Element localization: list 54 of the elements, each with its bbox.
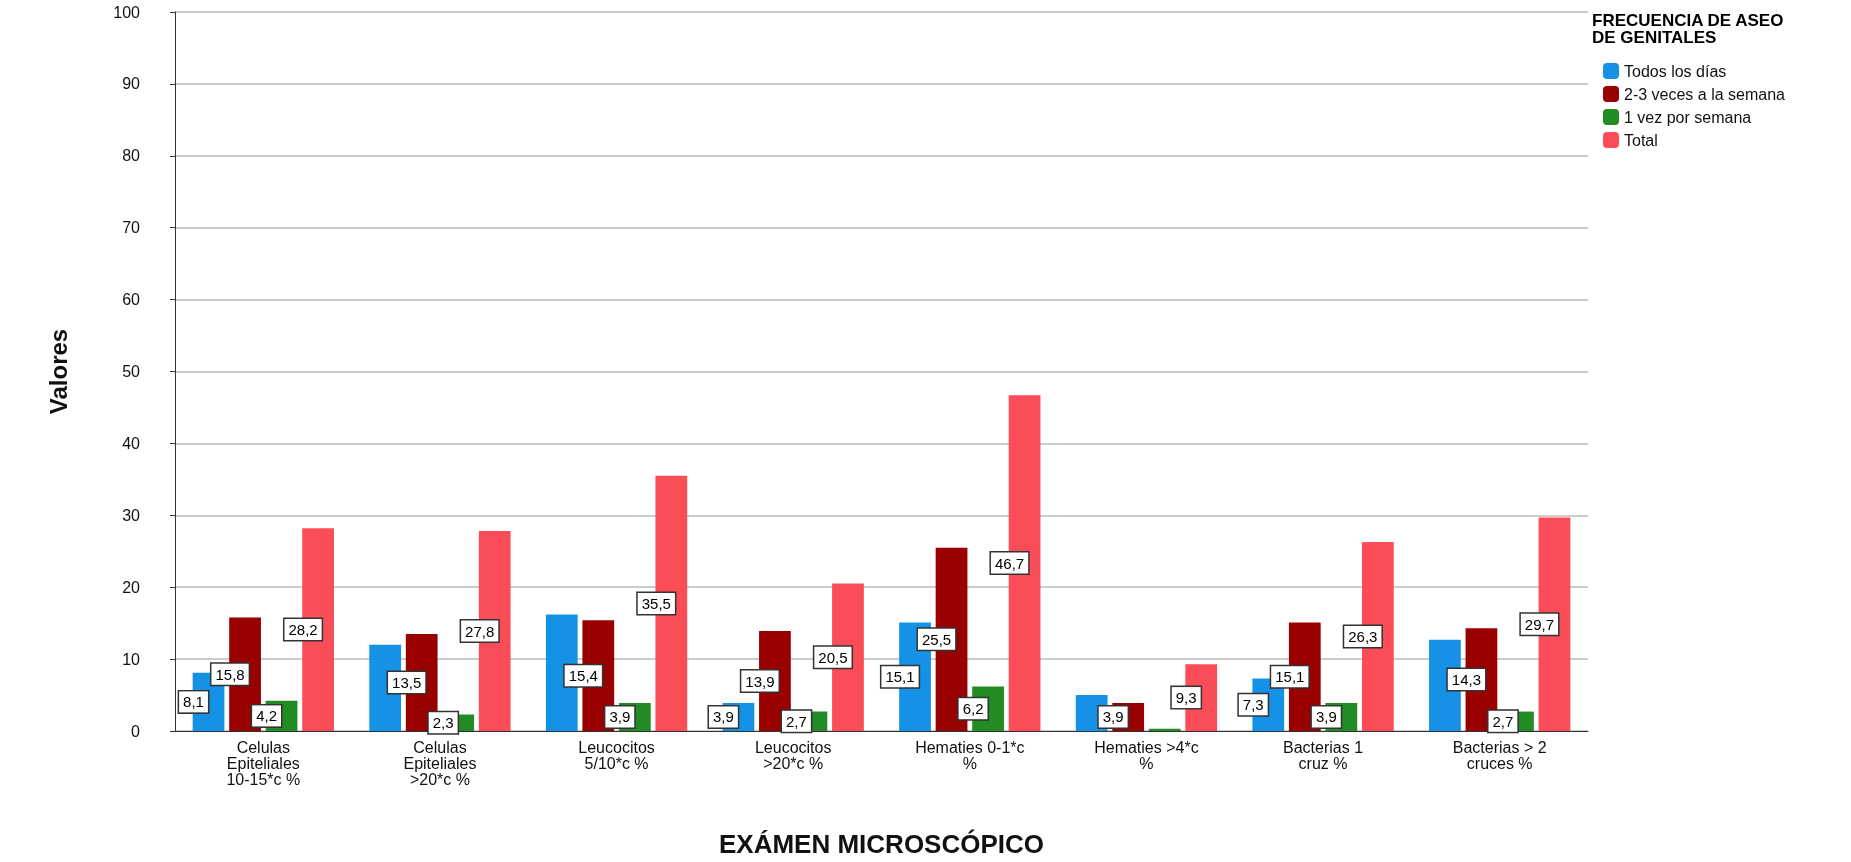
data-label: 27,8 <box>465 622 495 640</box>
y-tick-label: 80 <box>122 147 141 165</box>
y-tick-label: 20 <box>122 578 141 596</box>
data-label: 25,5 <box>921 630 952 648</box>
y-tick-label: 10 <box>122 650 141 668</box>
y-tick-label: 100 <box>113 3 141 21</box>
y-tick-label: 50 <box>122 363 141 380</box>
y-axis-title: Valores <box>44 328 72 415</box>
data-label: 3,9 <box>712 708 734 726</box>
data-label: 2,7 <box>786 712 807 730</box>
data-label: 7,3 <box>1242 696 1264 714</box>
data-label: 2,3 <box>432 714 454 732</box>
data-label: 9,3 <box>1175 689 1197 707</box>
x-tick-label: Celulas Epiteliales >20*c % <box>403 738 477 788</box>
x-axis-title: EXÁMEN MICROSCÓPICO <box>718 829 1045 859</box>
data-label: 2,7 <box>1492 712 1514 730</box>
legend-label: Total <box>1624 131 1658 149</box>
bar <box>1148 728 1181 731</box>
x-tick-label: Celulas Epiteliales 10-15*c % <box>226 738 301 788</box>
data-label: 20,5 <box>818 648 848 666</box>
data-label: 15,1 <box>885 668 915 686</box>
x-tick-label: Hematies 0-1*c % <box>915 738 1025 772</box>
data-label: 28,2 <box>288 621 318 639</box>
legend-label: Todos los días <box>1624 62 1727 80</box>
x-tick-label: Hematies >4*c % <box>1094 738 1199 772</box>
data-label: 3,9 <box>609 708 631 726</box>
y-tick-label: 40 <box>122 434 141 452</box>
legend-label: 2-3 veces a la semana <box>1624 85 1786 103</box>
data-label: 6,2 <box>962 700 984 718</box>
data-label: 26,3 <box>1348 627 1378 645</box>
data-label: 3,9 <box>1102 708 1124 726</box>
data-label: 15,4 <box>568 667 598 685</box>
data-label: 8,1 <box>183 693 204 711</box>
x-tick-label: Leucocitos 5/10*c % <box>578 738 655 772</box>
data-label: 3,9 <box>1315 708 1337 726</box>
data-label: 4,2 <box>256 707 277 725</box>
x-tick-label: Leucocitos >20*c % <box>754 738 832 772</box>
data-label: 46,7 <box>994 554 1025 572</box>
x-tick-label: Bacterias > 2 cruces % <box>1452 738 1547 772</box>
y-tick-label: 0 <box>131 722 141 740</box>
data-label: 14,3 <box>1451 671 1482 689</box>
legend-title: FRECUENCIA DE ASEO DE GENITALES <box>1592 11 1784 47</box>
data-label: 13,5 <box>392 673 422 691</box>
y-tick-label: 90 <box>122 75 141 93</box>
data-label: 35,5 <box>641 594 671 612</box>
data-label: 13,9 <box>745 672 775 690</box>
legend-label: 1 vez por semana <box>1624 108 1752 126</box>
data-label: 29,7 <box>1524 615 1555 633</box>
y-tick-label: 60 <box>122 291 141 309</box>
data-label: 15,8 <box>215 665 245 683</box>
data-label: 15,1 <box>1275 668 1305 686</box>
y-tick-label: 70 <box>122 219 141 237</box>
x-tick-label: Bacterias 1 cruz % <box>1283 738 1364 772</box>
y-tick-label: 30 <box>122 506 141 524</box>
